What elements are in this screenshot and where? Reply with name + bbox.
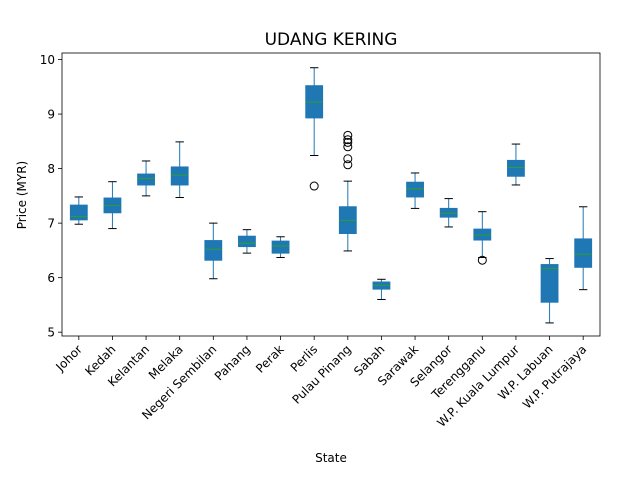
- outlier-point: [309, 181, 319, 191]
- y-tick-label: 9: [47, 108, 55, 122]
- iqr-box: [170, 166, 189, 186]
- box-negeri-sembilan: [204, 222, 223, 280]
- iqr-box: [238, 235, 256, 248]
- outlier-point: [343, 160, 353, 170]
- chart-title: UDANG KERING: [265, 30, 398, 50]
- box-selangor: [439, 198, 458, 228]
- iqr-box: [574, 238, 593, 268]
- box-pahang: [238, 229, 256, 254]
- plot-frame: [61, 52, 601, 337]
- box-johor: [69, 196, 88, 225]
- box-kedah: [103, 181, 122, 230]
- iqr-box: [406, 181, 424, 198]
- outlier-point: [343, 137, 353, 147]
- y-axis-ticks: 5 6 7 8 9 10: [40, 53, 62, 340]
- outlier-point: [343, 135, 353, 145]
- y-tick-label: 10: [40, 53, 55, 67]
- iqr-box: [69, 204, 88, 221]
- box-sarawak: [406, 172, 424, 209]
- iqr-box: [137, 173, 155, 186]
- box-perak: [271, 236, 290, 258]
- y-tick-label: 5: [47, 326, 55, 340]
- box-melaka: [170, 141, 189, 198]
- iqr-box: [473, 228, 492, 241]
- x-axis-label: State: [315, 451, 347, 465]
- outlier-point: [477, 255, 487, 265]
- box-w-p-labuan: [540, 258, 559, 324]
- y-tick-label: 7: [47, 217, 55, 231]
- box-perlis: [305, 67, 324, 191]
- box-w-p-kuala-lumpur: [507, 143, 525, 186]
- outlier-point: [343, 142, 353, 152]
- box-w-p-putrajaya: [574, 206, 593, 291]
- iqr-box: [271, 240, 290, 254]
- iqr-box: [439, 207, 458, 218]
- iqr-box: [507, 159, 525, 177]
- iqr-box: [540, 264, 559, 303]
- box-terengganu: [473, 211, 492, 265]
- box-pulau-pinang: [338, 130, 357, 252]
- box-sabah: [372, 278, 391, 300]
- box-series: [69, 67, 593, 324]
- y-tick-label: 6: [47, 271, 55, 285]
- iqr-box: [204, 240, 223, 261]
- outlier-point: [343, 130, 353, 140]
- y-tick-label: 8: [47, 162, 55, 176]
- y-axis-label: Price (MYR): [15, 161, 29, 229]
- outlier-point: [343, 154, 353, 164]
- box-kelantan: [137, 160, 155, 197]
